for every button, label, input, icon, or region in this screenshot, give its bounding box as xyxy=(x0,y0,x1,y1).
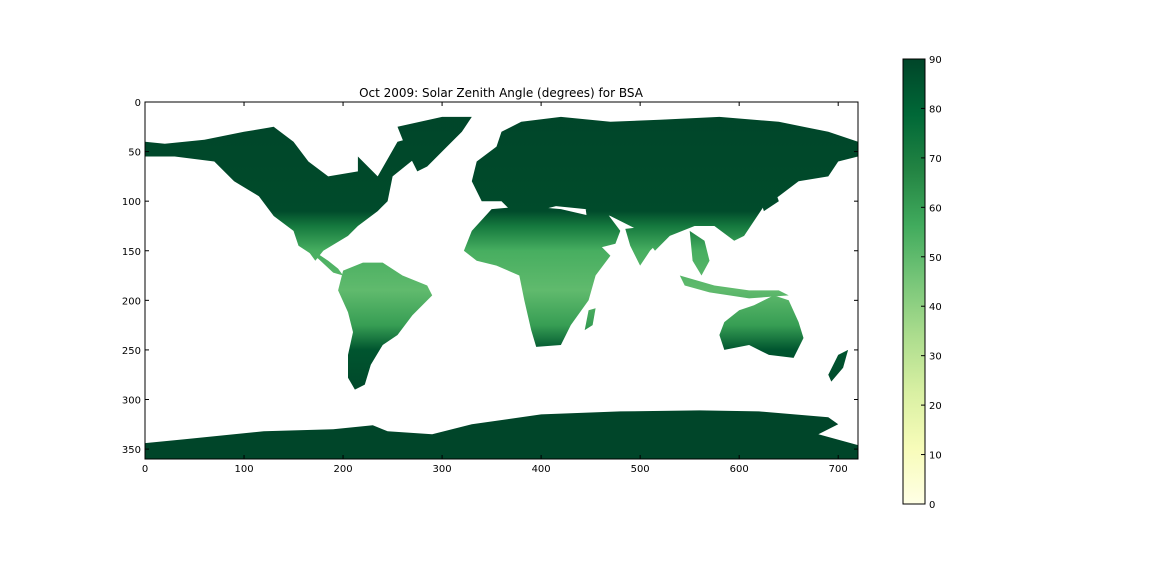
y-axis: 0 50 100 150 200 250 300 350 xyxy=(122,98,858,456)
land-south-america xyxy=(338,262,433,390)
chart-title: Oct 2009: Solar Zenith Angle (degrees) f… xyxy=(359,86,644,100)
x-tick-label: 300 xyxy=(433,464,452,475)
land-madagascar xyxy=(584,308,596,331)
colorbar-tick-label: 40 xyxy=(929,302,942,313)
colorbar-tick-label: 20 xyxy=(929,401,942,412)
land-central-america xyxy=(293,230,344,276)
x-tick-label: 0 xyxy=(142,464,148,475)
y-tick-label: 100 xyxy=(122,197,141,208)
land-japan xyxy=(759,186,779,212)
y-tick-label: 350 xyxy=(122,445,141,456)
plot-frame xyxy=(144,101,859,460)
x-tick-label: 200 xyxy=(334,464,353,475)
land-new-zealand xyxy=(828,349,849,382)
colorbar-tick-label: 60 xyxy=(929,203,942,214)
land-antarctica xyxy=(145,410,858,459)
colorbar: 0 10 20 30 40 50 60 70 80 90 xyxy=(902,55,942,511)
colorbar-fill xyxy=(903,59,925,504)
colorbar-tick-label: 80 xyxy=(929,104,942,115)
land-uk xyxy=(489,163,500,184)
land-eurasia xyxy=(471,116,858,251)
x-tick-label: 500 xyxy=(631,464,650,475)
x-tick-label: 100 xyxy=(234,464,253,475)
land-southeast-asia xyxy=(689,230,710,276)
y-tick-label: 50 xyxy=(128,148,141,159)
land-indonesia xyxy=(679,275,789,299)
colorbar-frame xyxy=(902,58,926,505)
y-tick-label: 150 xyxy=(122,247,141,258)
colorbar-tick-label: 90 xyxy=(929,55,942,66)
colorbar-tick-label: 10 xyxy=(929,451,942,462)
y-tick-label: 200 xyxy=(122,296,141,307)
land-greenland xyxy=(397,116,472,172)
x-axis: 0 100 200 300 400 500 600 700 xyxy=(142,102,848,475)
land-north-america xyxy=(145,126,443,261)
colorbar-ticks: 0 10 20 30 40 50 60 70 80 90 xyxy=(921,55,942,511)
land-arabia xyxy=(585,209,621,249)
x-tick-label: 700 xyxy=(829,464,848,475)
colorbar-tick-label: 0 xyxy=(929,500,935,511)
colorbar-tick-label: 70 xyxy=(929,154,942,165)
y-tick-label: 300 xyxy=(122,396,141,407)
y-tick-label: 250 xyxy=(122,346,141,357)
x-tick-label: 600 xyxy=(730,464,749,475)
land-india xyxy=(625,226,665,266)
plot-area: 0 100 200 300 400 500 600 700 0 50 100 150 200 250 30… xyxy=(122,98,859,475)
colorbar-tick-label: 30 xyxy=(929,352,942,363)
x-tick-label: 400 xyxy=(532,464,551,475)
land-africa xyxy=(463,206,611,347)
heatmap-land xyxy=(145,116,858,459)
colorbar-tick-label: 50 xyxy=(929,253,942,264)
land-australia xyxy=(719,295,804,358)
y-tick-label: 0 xyxy=(135,98,141,109)
